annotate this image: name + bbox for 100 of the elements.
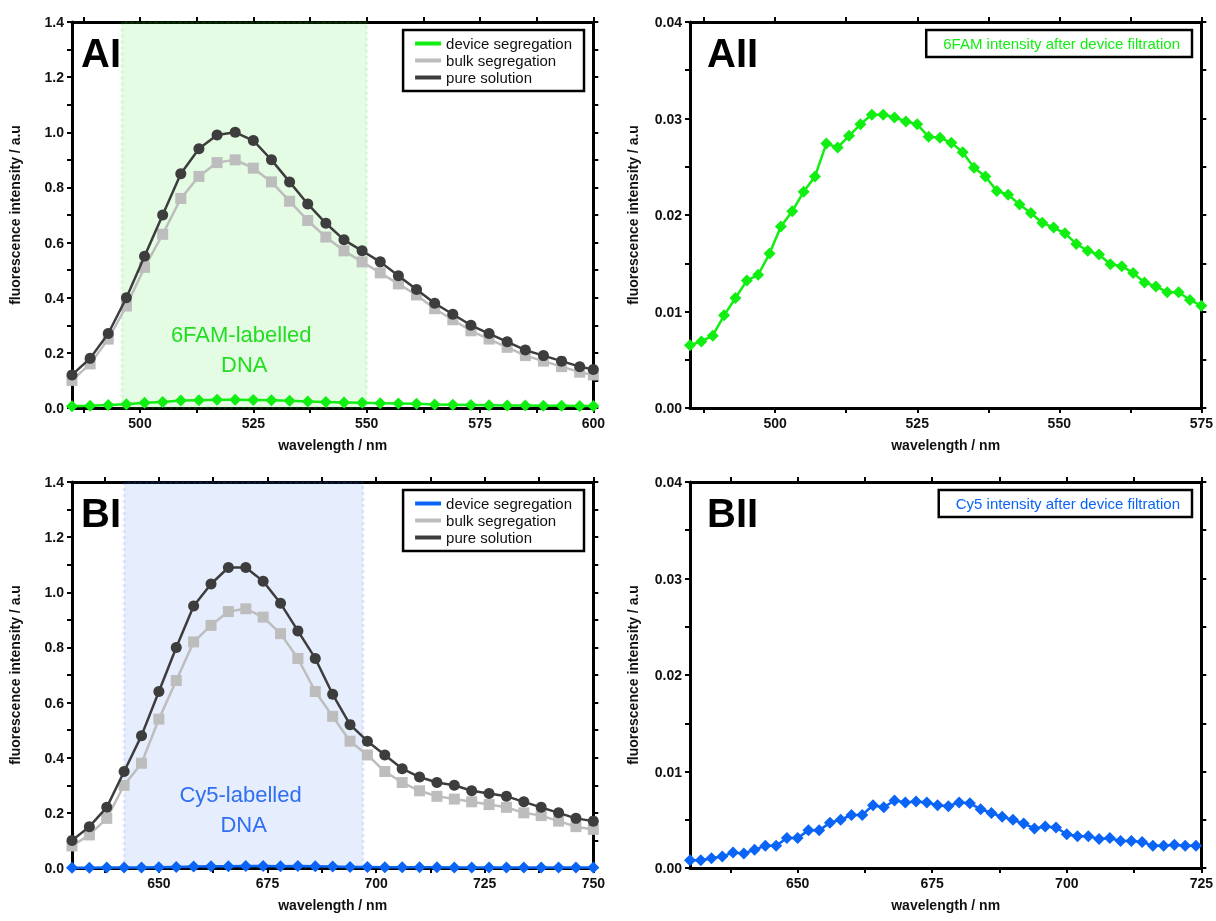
point [413, 861, 426, 874]
point [374, 256, 386, 268]
point [396, 763, 408, 775]
point [537, 399, 550, 412]
point [83, 821, 95, 833]
y-tick-label: 0.2 [44, 804, 65, 821]
point [759, 839, 772, 852]
x-tick-label: 550 [1047, 415, 1072, 431]
x-tick-label: 725 [473, 875, 497, 891]
point [302, 215, 314, 227]
y-tick-label: 0.02 [654, 207, 683, 223]
point [284, 176, 296, 188]
point [157, 209, 169, 221]
y-tick-label: 1.2 [44, 529, 65, 546]
x-axis-title: wavelength / nm [277, 437, 388, 453]
point [990, 184, 1003, 197]
point [865, 108, 878, 121]
point [66, 861, 78, 874]
point [1017, 817, 1030, 830]
point [118, 779, 130, 791]
point [211, 157, 223, 169]
point [156, 395, 169, 408]
point [501, 399, 514, 412]
point [953, 796, 966, 809]
point [552, 861, 565, 874]
point [102, 328, 114, 340]
point [933, 131, 946, 144]
point [856, 808, 869, 821]
point [1115, 260, 1128, 273]
point [292, 652, 304, 664]
point [695, 335, 708, 348]
y-tick-label: 0.04 [654, 14, 683, 30]
point [1125, 834, 1138, 847]
point [854, 118, 867, 131]
y-tick-label: 0.03 [654, 110, 683, 127]
point [120, 292, 132, 304]
point [1060, 828, 1073, 841]
point [500, 801, 512, 813]
y-tick-label: 0.0 [44, 400, 65, 416]
y-tick-label: 0.04 [654, 474, 683, 490]
point [118, 861, 131, 874]
point [211, 393, 224, 406]
point [1024, 207, 1037, 220]
point [338, 245, 350, 257]
y-axis-title: fluorescence intensity / a.u [625, 585, 641, 765]
point [411, 283, 423, 295]
point [808, 170, 821, 183]
y-tick-label: 0.2 [44, 344, 65, 361]
point [327, 710, 339, 722]
point [188, 636, 200, 648]
point [888, 111, 901, 124]
point [301, 395, 314, 408]
point [729, 291, 742, 304]
point [518, 796, 530, 808]
y-tick-label: 0.00 [654, 400, 683, 416]
band-label: 6FAM-labelled DNA [170, 322, 318, 377]
point [570, 812, 582, 824]
text: Cy5 intensity after device filtration [955, 495, 1181, 512]
point [877, 108, 890, 121]
point [500, 790, 512, 802]
point [392, 270, 404, 282]
x-tick-label: 525 [241, 415, 266, 431]
point [1172, 286, 1185, 299]
point [283, 394, 296, 407]
point [239, 860, 252, 873]
point [152, 861, 165, 874]
x-tick-label: 675 [920, 875, 945, 891]
point [379, 766, 391, 777]
point [867, 799, 879, 812]
point [205, 619, 217, 631]
point [361, 860, 374, 873]
point [222, 860, 235, 873]
point [500, 861, 513, 874]
point [555, 399, 568, 412]
x-tick-label: 500 [128, 415, 152, 431]
point [786, 205, 799, 218]
point [483, 328, 495, 340]
point [694, 854, 707, 867]
point [374, 267, 386, 279]
point [684, 339, 696, 352]
point [361, 749, 373, 761]
point [553, 807, 565, 819]
y-tick-label: 1.4 [44, 474, 65, 490]
y-tick-label: 1.2 [44, 69, 65, 86]
point [963, 797, 976, 810]
y-tick-label: 1.4 [44, 14, 65, 30]
point [501, 336, 513, 348]
point [1006, 813, 1019, 826]
point [292, 625, 304, 637]
point [361, 735, 373, 747]
point [910, 795, 923, 808]
point [587, 861, 600, 874]
point [379, 749, 391, 761]
y-tick-label: 0.01 [654, 303, 683, 320]
y-axis-title: fluorescence intensity / a.u [625, 125, 641, 305]
point [429, 297, 441, 309]
point [309, 652, 321, 664]
point [66, 400, 78, 413]
point [139, 250, 151, 262]
point [84, 399, 97, 412]
